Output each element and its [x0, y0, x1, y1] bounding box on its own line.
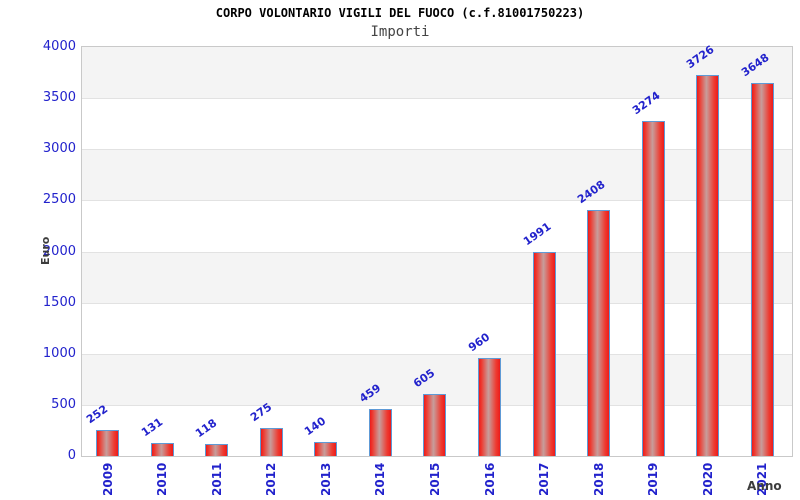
grid-band: [82, 149, 792, 201]
grid-band: [82, 200, 792, 252]
x-tick-label: 2014: [373, 462, 387, 496]
y-tick-label: 4000: [42, 39, 76, 54]
grid-band: [82, 47, 792, 99]
bar: [696, 75, 719, 456]
x-tick-label: 2015: [428, 462, 442, 496]
bar: [587, 210, 610, 456]
x-tick-label: 2016: [483, 462, 497, 496]
x-tick-label: 2010: [155, 462, 169, 496]
x-tick-label: 2009: [101, 462, 115, 496]
grid-band: [82, 251, 792, 303]
y-tick-label: 2000: [42, 244, 76, 259]
grid-band: [82, 302, 792, 354]
bar: [478, 358, 501, 456]
x-tick-label: 2020: [701, 462, 715, 496]
y-tick-label: 1000: [42, 346, 76, 361]
bar: [369, 409, 392, 456]
bar: [423, 394, 446, 456]
y-tick-label: 2500: [42, 192, 76, 207]
x-tick-label: 2018: [592, 462, 606, 496]
bar: [260, 428, 283, 456]
y-tick-label: 500: [51, 397, 76, 412]
x-tick-label: 2017: [537, 462, 551, 496]
plot-area: 252 131 118 275 140 459 605 960 1991 2408 3274 3726…: [81, 43, 793, 457]
y-axis-title: Euro: [39, 236, 52, 265]
bar: [314, 442, 337, 456]
x-tick-label: 2019: [646, 462, 660, 496]
bar: [751, 83, 774, 456]
y-tick-label: 3500: [42, 90, 76, 105]
y-tick-label: 3000: [42, 141, 76, 156]
bar: [205, 444, 228, 456]
y-tick-label: 1500: [42, 295, 76, 310]
bar: [96, 430, 119, 456]
x-tick-label: 2011: [210, 462, 224, 496]
x-tick-label: 2013: [319, 462, 333, 496]
bar: [533, 252, 556, 456]
y-tick-label: 0: [67, 448, 76, 463]
x-axis-title: Anno: [747, 479, 782, 493]
x-tick-label: 2012: [264, 462, 278, 496]
grid-band: [82, 98, 792, 150]
chart-subtitle: Importi: [370, 24, 430, 40]
bar: [151, 443, 174, 456]
chart-title: CORPO VOLONTARIO VIGILI DEL FUOCO (c.f.8…: [215, 6, 585, 20]
bar: [642, 121, 665, 456]
